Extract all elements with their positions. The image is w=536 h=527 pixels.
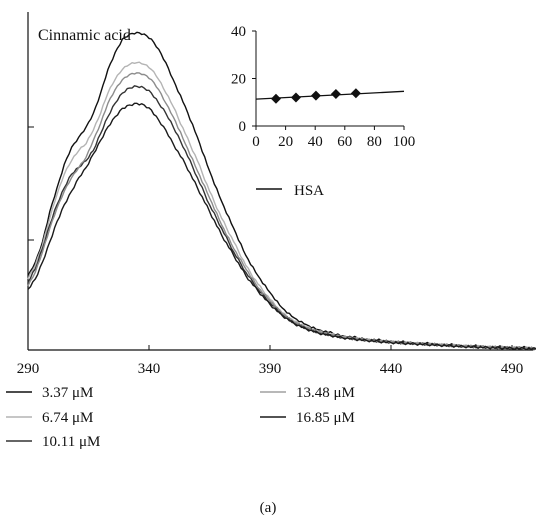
series-lines xyxy=(27,31,536,351)
x-tick-label: 440 xyxy=(380,361,403,377)
series-line xyxy=(27,85,536,351)
legend-label: 13.48 μM xyxy=(296,385,355,401)
y-axis-ticks xyxy=(28,126,34,241)
series-line xyxy=(27,102,536,351)
legend-label: 10.11 μM xyxy=(42,434,100,450)
inset-fit-line xyxy=(255,90,405,100)
legend-label: 16.85 μM xyxy=(296,410,355,426)
inset-y-tick-label: 0 xyxy=(239,119,247,135)
legend-label: 3.37 μM xyxy=(42,385,93,401)
inset-x-tick-label: 40 xyxy=(308,134,323,150)
x-axis-ticks: 290 340 390 440 490 xyxy=(17,345,524,377)
inset-data-point xyxy=(330,88,341,99)
x-tick-label: 390 xyxy=(259,361,282,377)
inset-y-tick-label: 40 xyxy=(231,24,246,40)
legend-label: 6.74 μM xyxy=(42,410,93,426)
main-axes xyxy=(27,12,533,351)
series-line xyxy=(27,72,536,351)
inset-ticks: 0 20 40 60 80 100 0 20 40 xyxy=(231,24,415,150)
inset-points xyxy=(270,88,361,104)
inset-y-tick-label: 20 xyxy=(231,72,246,88)
chart-title: Cinnamic acid xyxy=(38,27,131,44)
hsa-legend-label: HSA xyxy=(294,183,324,199)
inset-data-point xyxy=(310,90,321,101)
inset-x-tick-label: 20 xyxy=(278,134,293,150)
inset-x-tick-label: 0 xyxy=(252,134,260,150)
bottom-legend: 3.37 μM 13.48 μM 6.74 μM 16.85 μM 10.11 μM xyxy=(6,385,355,450)
series-line xyxy=(27,31,536,350)
inset-data-point xyxy=(270,93,281,104)
inset-chart: 0 20 40 60 80 100 0 20 40 xyxy=(231,24,415,150)
figure-caption: (a) xyxy=(260,500,277,516)
x-tick-label: 340 xyxy=(138,361,161,377)
x-tick-label: 290 xyxy=(17,361,40,377)
inset-data-point xyxy=(350,88,361,99)
inset-x-tick-label: 60 xyxy=(337,134,352,150)
inset-x-tick-label: 100 xyxy=(393,134,416,150)
series-line xyxy=(27,61,536,350)
inset-x-tick-label: 80 xyxy=(367,134,382,150)
inline-legend: HSA xyxy=(256,183,324,199)
x-tick-label: 490 xyxy=(501,361,524,377)
inset-data-point xyxy=(290,92,301,103)
